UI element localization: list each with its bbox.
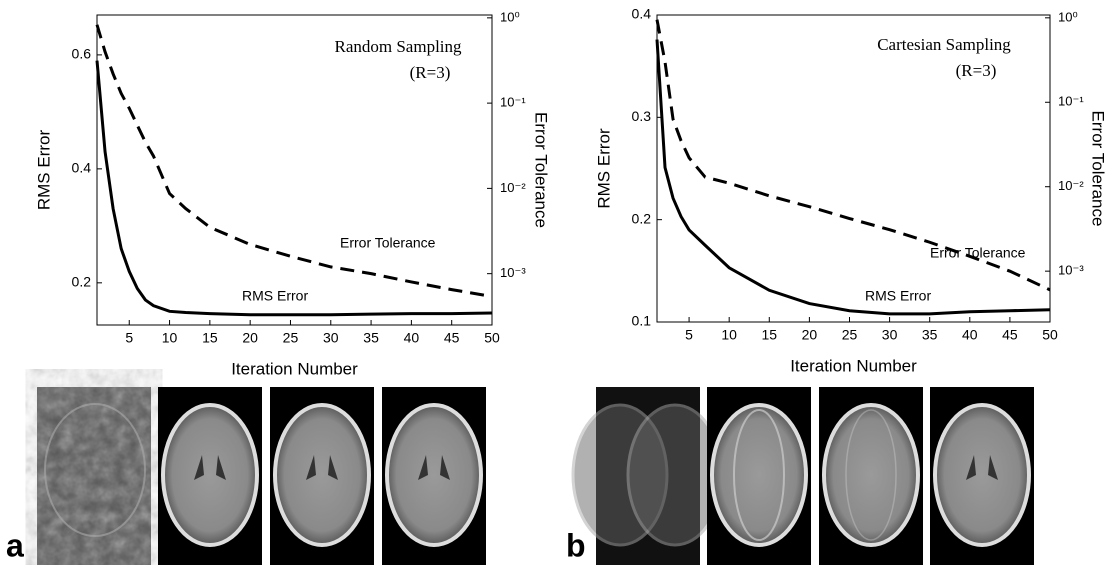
x-tick-label: 15 bbox=[202, 330, 218, 346]
image-noise bbox=[37, 387, 151, 565]
x-tick-label: 5 bbox=[685, 327, 693, 343]
x-tick-label: 50 bbox=[1042, 327, 1058, 343]
annotation: (R=3) bbox=[410, 63, 451, 82]
annotation: Random Sampling bbox=[334, 37, 462, 56]
panel-label: a bbox=[6, 527, 24, 563]
images-a bbox=[37, 387, 486, 565]
x-tick-label: 50 bbox=[484, 330, 500, 346]
annotation: Cartesian Sampling bbox=[877, 35, 1011, 54]
x-tick-label: 25 bbox=[842, 327, 858, 343]
y2-tick-label: 10⁻² bbox=[1058, 178, 1084, 193]
series-label: RMS Error bbox=[865, 288, 931, 304]
series-label: Error Tolerance bbox=[930, 245, 1026, 261]
y-tick-label: 0.4 bbox=[632, 6, 652, 22]
x-tick-label: 25 bbox=[283, 330, 299, 346]
y-tick-label: 0.1 bbox=[632, 313, 652, 329]
y-tick-label: 0.2 bbox=[632, 210, 652, 226]
y2-tick-label: 10⁻³ bbox=[1058, 263, 1084, 278]
x-tick-label: 30 bbox=[882, 327, 898, 343]
brain-image bbox=[158, 387, 262, 565]
y2-axis-label: Error Tolerance bbox=[532, 112, 551, 228]
x-tick-label: 35 bbox=[922, 327, 938, 343]
brain-image bbox=[930, 387, 1034, 565]
x-tick-label: 20 bbox=[802, 327, 818, 343]
y-tick-label: 0.4 bbox=[72, 160, 92, 176]
y-tick-label: 0.3 bbox=[632, 108, 652, 124]
x-tick-label: 15 bbox=[761, 327, 777, 343]
x-tick-label: 10 bbox=[162, 330, 178, 346]
y2-tick-label: 10⁻¹ bbox=[500, 95, 526, 110]
x-tick-label: 30 bbox=[323, 330, 339, 346]
plot-frame bbox=[97, 15, 492, 325]
x-tick-label: 20 bbox=[242, 330, 258, 346]
aliased-image bbox=[573, 387, 722, 565]
y2-tick-label: 10⁻³ bbox=[500, 265, 526, 280]
x-tick-label: 40 bbox=[962, 327, 978, 343]
panel-label: b bbox=[566, 527, 586, 563]
brain-image bbox=[707, 387, 811, 565]
x-tick-label: 10 bbox=[721, 327, 737, 343]
y-axis-label: RMS Error bbox=[34, 130, 53, 211]
annotation: (R=3) bbox=[956, 61, 997, 80]
y-tick-label: 0.2 bbox=[72, 274, 92, 290]
y2-tick-label: 10⁻¹ bbox=[1058, 94, 1084, 109]
series-line bbox=[657, 40, 1050, 314]
x-tick-label: 45 bbox=[1002, 327, 1018, 343]
x-tick-label: 35 bbox=[363, 330, 379, 346]
x-tick-label: 5 bbox=[125, 330, 133, 346]
y2-tick-label: 10⁻² bbox=[500, 180, 526, 195]
figure: a b 5 10 15 20 25 30 35 40 45 50 0.2 0.4 0.6 10⁰ 10⁻¹ 1… bbox=[0, 0, 1109, 565]
y2-tick-label: 10⁰ bbox=[500, 9, 520, 24]
x-tick-label: 45 bbox=[444, 330, 460, 346]
series-line bbox=[97, 61, 492, 315]
x-axis-label: Iteration Number bbox=[231, 359, 358, 378]
brain-image bbox=[270, 387, 374, 565]
y2-axis-label: Error Tolerance bbox=[1089, 111, 1108, 227]
x-axis-label: Iteration Number bbox=[790, 356, 917, 375]
series-label: Error Tolerance bbox=[340, 235, 436, 251]
y-tick-label: 0.6 bbox=[72, 46, 92, 62]
brain-image bbox=[819, 387, 923, 565]
x-tick-label: 40 bbox=[404, 330, 420, 346]
images-b bbox=[573, 387, 1034, 565]
series-label: RMS Error bbox=[242, 288, 308, 304]
brain-image bbox=[382, 387, 486, 565]
y2-tick-label: 10⁰ bbox=[1058, 9, 1078, 24]
y-axis-label: RMS Error bbox=[594, 128, 613, 209]
